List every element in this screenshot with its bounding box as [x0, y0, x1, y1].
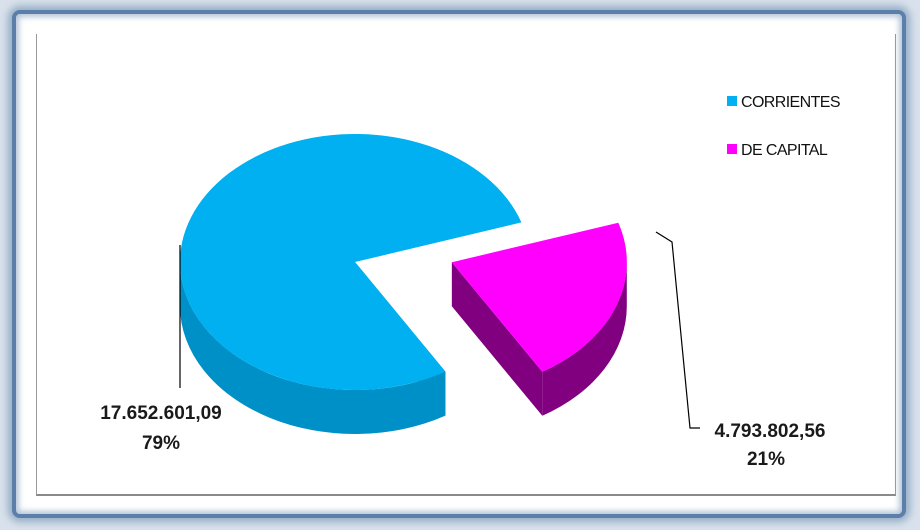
- legend-swatch-de-capital: [727, 144, 737, 154]
- slice-de-capital: [451, 222, 627, 416]
- value-label-corrientes: 17.652.601,09: [100, 403, 222, 424]
- slice-de-capital-top: [451, 222, 627, 372]
- slice-corrientes: [179, 134, 522, 435]
- legend: CORRIENTES DE CAPITAL: [727, 94, 841, 159]
- slice-de-capital-side: [542, 262, 627, 416]
- percent-label-corrientes: 79%: [142, 433, 180, 454]
- slice-de-capital-wedge-side: [451, 262, 543, 416]
- plot-area: [36, 34, 896, 496]
- legend-label-de-capital: DE CAPITAL: [741, 142, 828, 159]
- slice-corrientes-side: [180, 262, 446, 435]
- legend-label-corrientes: CORRIENTES: [741, 94, 840, 111]
- percent-label-de-capital: 21%: [747, 449, 785, 470]
- leader-line-de-capital: [655, 231, 700, 429]
- legend-swatch-corrientes: [727, 96, 737, 106]
- slice-corrientes-top: [179, 134, 522, 391]
- value-label-de-capital: 4.793.802,56: [715, 421, 826, 442]
